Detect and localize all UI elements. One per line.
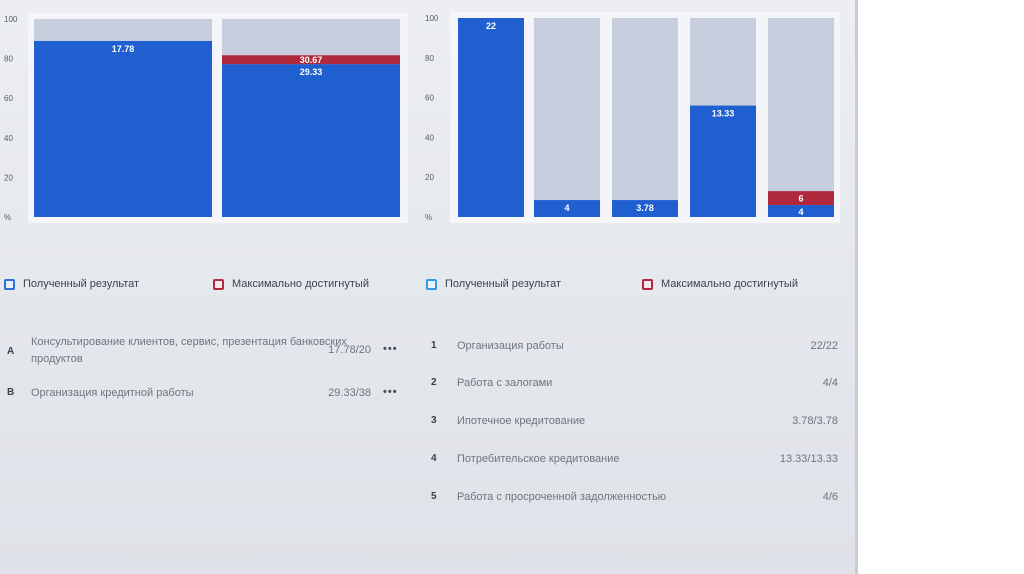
bar-value-label: 17.78 — [112, 44, 135, 54]
row-key: 5 — [431, 491, 437, 502]
bar-max — [222, 55, 400, 65]
y-tick-label: 20 — [4, 173, 13, 182]
legend-label: Полученный результат — [23, 278, 140, 290]
y-tick-label: % — [4, 213, 11, 222]
row-value: 17.78/20 — [328, 344, 371, 356]
bar-result — [690, 105, 756, 217]
y-tick-label: 40 — [425, 133, 434, 142]
row-value: 3.78/3.78 — [792, 415, 838, 427]
more-icon[interactable]: ••• — [383, 386, 398, 398]
row-label: Ипотечное кредитование — [457, 415, 586, 427]
bar-track — [612, 18, 678, 217]
y-tick-label: 80 — [4, 55, 13, 64]
bar-value-label: 3.78 — [636, 203, 654, 213]
bar-result — [222, 64, 400, 217]
more-icon[interactable]: ••• — [383, 343, 398, 355]
dashboard-photo: 100 80 60 40 20% 17.78 30.67 29.33 100 80 60 40 20%… — [0, 0, 857, 574]
row-value: 13.33/13.33 — [779, 453, 838, 465]
y-tick-label: 100 — [425, 14, 439, 23]
row-label: Работа с просроченной задолженностью — [457, 491, 667, 503]
row-label: Организация работы — [457, 340, 564, 352]
row-label: продуктов — [31, 353, 83, 365]
table-row: 4 Потребительское кредитование 13.33/13.… — [431, 453, 841, 469]
bar-result — [34, 40, 212, 218]
row-key: 1 — [431, 340, 437, 351]
legend-max-left: Максимально достигнутый — [213, 276, 369, 292]
bar-max-value-label: 30.67 — [300, 55, 323, 65]
row-key: 3 — [431, 415, 437, 426]
table-row: 2 Работа с залогами 4/4 — [431, 377, 841, 393]
legend-swatch-result — [426, 278, 437, 290]
bar-track — [768, 18, 834, 217]
y-tick-label: 100 — [4, 15, 18, 24]
row-label: Потребительское кредитование — [457, 453, 620, 465]
chart-left: 100 80 60 40 20% 17.78 30.67 29.33 — [4, 13, 408, 223]
y-tick-label: 60 — [4, 94, 13, 103]
row-value: 22/22 — [810, 340, 838, 352]
bar-result — [534, 200, 600, 217]
row-label: Организация кредитной работы — [31, 387, 194, 399]
photo-edge — [855, 0, 858, 574]
bar-value-label: 29.33 — [300, 67, 323, 77]
legend-swatch-max — [642, 278, 653, 290]
bar-max-value-label: 6 — [798, 194, 803, 204]
bar-result — [612, 200, 678, 217]
table-row: 1 Организация работы 22/22 — [431, 340, 841, 356]
bar-max — [768, 191, 834, 206]
row-value: 4/4 — [822, 377, 838, 389]
y-tick-label: 80 — [425, 54, 434, 63]
y-tick-label: % — [425, 213, 432, 222]
row-key: A — [7, 346, 15, 357]
row-value: 29.33/38 — [328, 387, 371, 399]
legend-max-right: Максимально достигнутый — [642, 276, 798, 292]
bar-value-label: 13.33 — [712, 109, 735, 119]
legend-swatch-max — [213, 278, 224, 290]
bar-result — [458, 18, 524, 217]
legend-result-right: Полученный результат — [426, 276, 561, 292]
legend-label: Полученный результат — [445, 278, 562, 290]
legend-swatch-result — [4, 278, 15, 290]
table-row: 3 Ипотечное кредитование 3.78/3.78 — [431, 415, 841, 431]
y-tick-label: 20 — [425, 173, 434, 182]
bar-track — [534, 18, 600, 217]
row-label: Работа с залогами — [457, 377, 553, 389]
y-tick-label: 60 — [425, 94, 434, 103]
row-label: Консультирование клиентов, сервис, презе… — [31, 336, 347, 348]
chart-right: 100 80 60 40 20% 22 4 3.78 13.33 6 4 — [425, 12, 840, 223]
legend-result-left: Полученный результат — [4, 276, 139, 292]
row-key: B — [7, 387, 15, 398]
table-row[interactable]: B Организация кредитной работы 29.33/38 … — [7, 386, 407, 403]
legend-label: Максимально достигнутый — [232, 278, 369, 290]
y-tick-label: 40 — [4, 134, 13, 143]
bar-value-label: 22 — [486, 21, 496, 31]
legend-label: Максимально достигнутый — [661, 278, 798, 290]
row-key: 2 — [431, 377, 437, 388]
bar-value-label: 4 — [564, 203, 569, 213]
row-key: 4 — [431, 453, 437, 464]
bar-result — [768, 205, 834, 217]
table-row[interactable]: A Консультирование клиентов, сервис, пре… — [7, 336, 407, 368]
table-row: 5 Работа с просроченной задолженностью 4… — [431, 491, 841, 507]
row-value: 4/6 — [822, 491, 838, 503]
bar-value-label: 4 — [798, 207, 803, 217]
